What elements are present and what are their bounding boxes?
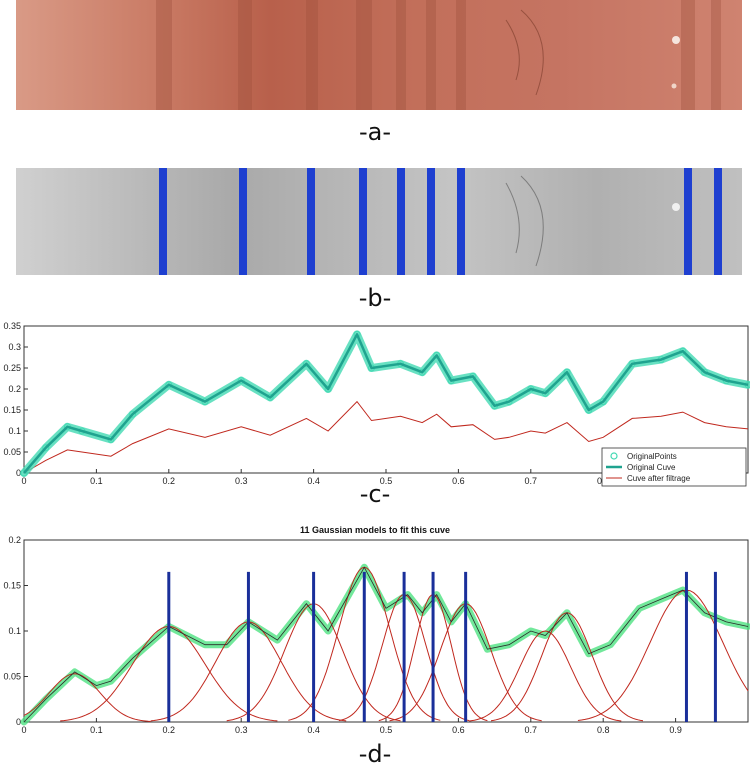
data-point — [563, 368, 571, 376]
y-tick-label: 0.35 — [3, 321, 21, 331]
panel-label-c: -c- — [359, 480, 391, 508]
panel-label-d: -d- — [358, 740, 392, 768]
data-point — [42, 444, 50, 452]
x-tick-label: 0.6 — [452, 725, 465, 735]
band-line — [397, 168, 405, 275]
x-tick-label: 0.4 — [307, 725, 320, 735]
x-tick-label: 0.3 — [235, 725, 248, 735]
chart-title: 11 Gaussian models to fit this cuve — [300, 525, 450, 535]
chart-c: 00.10.20.30.40.50.60.70.80.900.050.10.15… — [3, 321, 750, 487]
band-line — [307, 168, 315, 275]
legend-box — [601, 447, 747, 487]
data-point — [237, 377, 245, 385]
y-tick-label: 0.05 — [3, 672, 21, 682]
data-point — [266, 393, 274, 401]
x-tick-label: 0.6 — [452, 476, 465, 486]
x-tick-label: 0.8 — [597, 725, 610, 735]
y-tick-label: 0.25 — [3, 363, 21, 373]
data-point — [201, 398, 209, 406]
strip-a-crack — [505, 9, 544, 96]
band-line — [159, 168, 167, 275]
legend-label: OriginalPoints — [627, 452, 677, 461]
strip-a-bands — [156, 0, 721, 110]
y-tick-label: 0 — [16, 717, 21, 727]
strip-a — [16, 0, 742, 110]
data-point — [324, 385, 332, 393]
x-tick-label: 0.7 — [525, 725, 538, 735]
y-tick-label: 0 — [16, 468, 21, 478]
fitted-curve-line — [23, 566, 749, 723]
x-tick-label: 0.1 — [90, 725, 103, 735]
series-line-original — [23, 333, 749, 474]
gaussian-component — [23, 673, 151, 722]
x-tick-label: 0.3 — [235, 476, 248, 486]
data-point — [129, 410, 137, 418]
y-tick-label: 0.05 — [3, 447, 21, 457]
legend-label: Original Cuve — [627, 463, 676, 472]
gaussian-component — [577, 589, 749, 721]
strip-b-band-lines — [159, 168, 722, 275]
series-line-filtered — [23, 400, 749, 474]
chart-d: 11 Gaussian models to fit this cuve 0 0.1 0… — [3, 525, 750, 735]
y-tick-label: 0.1 — [8, 426, 21, 436]
data-point — [599, 398, 607, 406]
legend-marker-points — [610, 452, 618, 460]
x-tick-label: 0 — [21, 725, 26, 735]
x-tick-label: 0.2 — [163, 476, 176, 486]
panel-label-a: -a- — [358, 118, 392, 146]
x-tick-label: 0 — [21, 476, 26, 486]
x-tick-label: 0.2 — [163, 725, 176, 735]
x-tick-label: 0.5 — [380, 476, 393, 486]
x-tick-label: 0.1 — [90, 476, 103, 486]
strip-a-background — [16, 0, 742, 110]
y-tick-label: 0.1 — [8, 626, 21, 636]
x-tick-label: 0.4 — [307, 476, 320, 486]
data-point — [585, 406, 593, 414]
band-line — [457, 168, 465, 275]
panel-label-b: -b- — [358, 284, 392, 312]
band-line — [359, 168, 367, 275]
y-tick-label: 0.15 — [3, 581, 21, 591]
x-tick-label: 0.5 — [380, 725, 393, 735]
y-tick-label: 0.2 — [8, 384, 21, 394]
data-point — [433, 351, 441, 359]
strip-b-background — [16, 168, 742, 275]
strip-b — [16, 168, 742, 275]
data-point — [302, 360, 310, 368]
y-tick-label: 0.15 — [3, 405, 21, 415]
band-line — [714, 168, 722, 275]
gaussian-component — [469, 630, 622, 722]
strip-a-spot — [672, 36, 680, 44]
legend-label: Cuve after filtrage — [627, 474, 691, 483]
band-line — [684, 168, 692, 275]
band-line — [427, 168, 435, 275]
y-tick-label: 0.3 — [8, 342, 21, 352]
data-point — [165, 381, 173, 389]
band-line — [239, 168, 247, 275]
y-tick-label: 0.2 — [8, 535, 21, 545]
data-point — [20, 469, 28, 477]
legend: OriginalPoints Original Cuve Cuve after fi… — [601, 447, 747, 487]
x-tick-label: 0.9 — [669, 725, 682, 735]
x-tick-label: 0.7 — [525, 476, 538, 486]
